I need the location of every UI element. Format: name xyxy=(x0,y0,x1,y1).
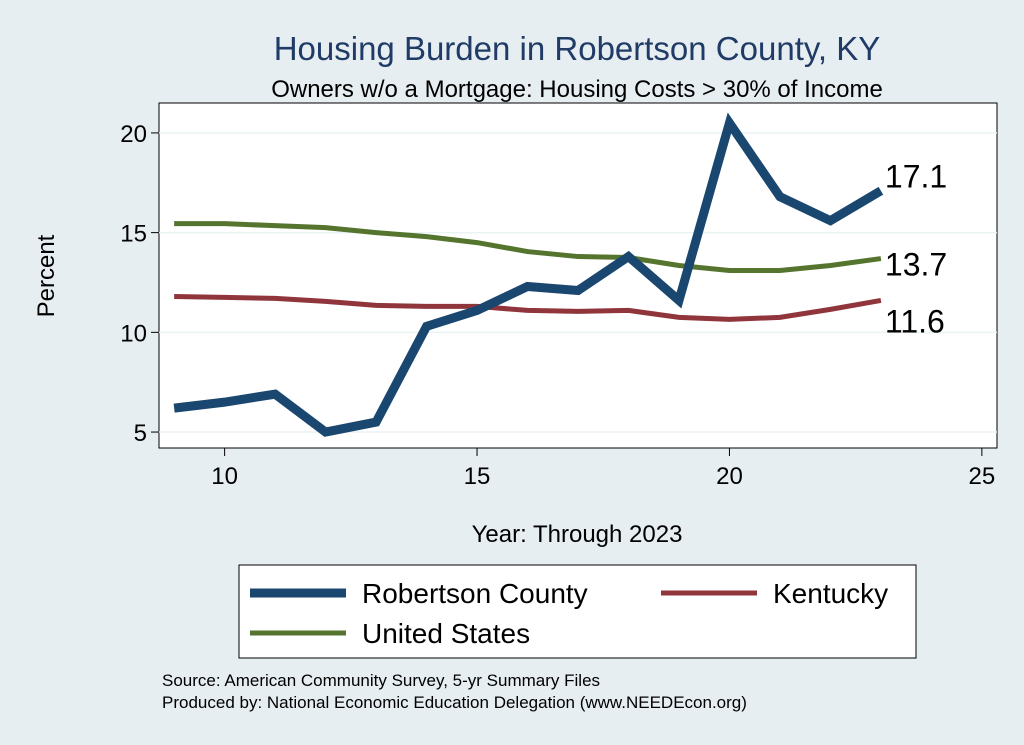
legend: Robertson County Kentucky United States xyxy=(238,564,917,659)
end-label-robertson-county: 17.1 xyxy=(885,159,947,195)
series-line-united-states xyxy=(174,221,882,274)
legend-label-robertson-county: Robertson County xyxy=(362,578,588,609)
chart-title: Housing Burden in Robertson County, KY xyxy=(274,30,881,67)
y-tick-label: 15 xyxy=(120,221,147,248)
x-axis-label: Year: Through 2023 xyxy=(472,521,683,548)
chart-subtitle: Owners w/o a Mortgage: Housing Costs > 3… xyxy=(271,76,883,103)
legend-box xyxy=(238,564,917,659)
legend-label-united-states: United States xyxy=(362,618,530,649)
plot-area xyxy=(158,102,998,449)
x-tick-label: 20 xyxy=(716,463,743,490)
series-line-kentucky xyxy=(174,293,882,322)
end-label-kentucky: 11.6 xyxy=(885,303,945,339)
y-tick-label: 10 xyxy=(120,320,147,347)
source-line-2: Produced by: National Economic Education… xyxy=(162,693,747,712)
end-label-united-states: 13.7 xyxy=(885,247,947,283)
end-labels: 17.1 11.6 13.7 xyxy=(885,159,947,340)
y-axis-label: Percent xyxy=(33,234,60,317)
source-line-1: Source: American Community Survey, 5-yr … xyxy=(162,671,600,690)
y-tick-label: 5 xyxy=(134,420,147,447)
x-tick-label: 25 xyxy=(969,463,996,490)
y-tick-label: 20 xyxy=(120,121,147,148)
x-tick-label: 10 xyxy=(211,463,238,490)
x-tick-label: 15 xyxy=(464,463,491,490)
series-line-robertson-county xyxy=(173,112,884,437)
grid xyxy=(159,132,997,433)
series-group xyxy=(173,112,884,437)
axes: 5 10 15 20 10 15 20 25 xyxy=(120,121,995,490)
legend-label-kentucky: Kentucky xyxy=(773,578,888,609)
